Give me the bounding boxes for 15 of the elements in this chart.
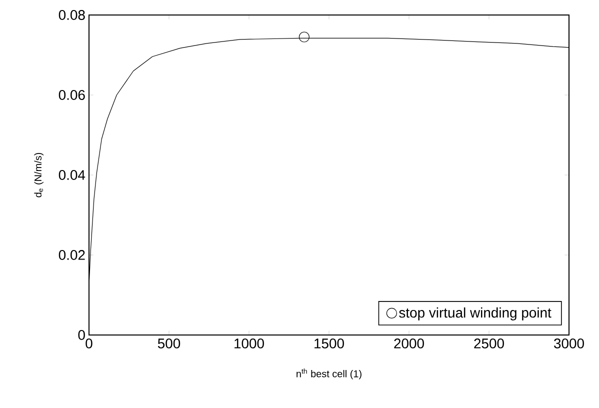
x-tick-label: 3000 — [554, 338, 584, 348]
y-tick-label: 0.06 — [58, 90, 85, 100]
y-axis-title: d$_{e}$ (N/m/s) — [34, 152, 44, 198]
x-tick-label: 0 — [86, 338, 92, 348]
x-tick-label: 1000 — [234, 338, 264, 348]
x-axis-title: n$^{th}$ best cell (1) — [296, 368, 362, 380]
y-tick-label: 0.02 — [58, 250, 85, 260]
x-tick-label: 500 — [158, 338, 180, 348]
x-tick-label: 2500 — [474, 338, 504, 348]
x-tick-label: 2000 — [394, 338, 424, 348]
y-tick-label: 0.04 — [58, 170, 86, 180]
x-tick-label: 1500 — [314, 338, 344, 348]
y-tick-label: 0 — [78, 330, 85, 340]
legend-label: stop virtual winding point — [399, 307, 552, 320]
y-tick-label: 0.08 — [58, 10, 85, 20]
